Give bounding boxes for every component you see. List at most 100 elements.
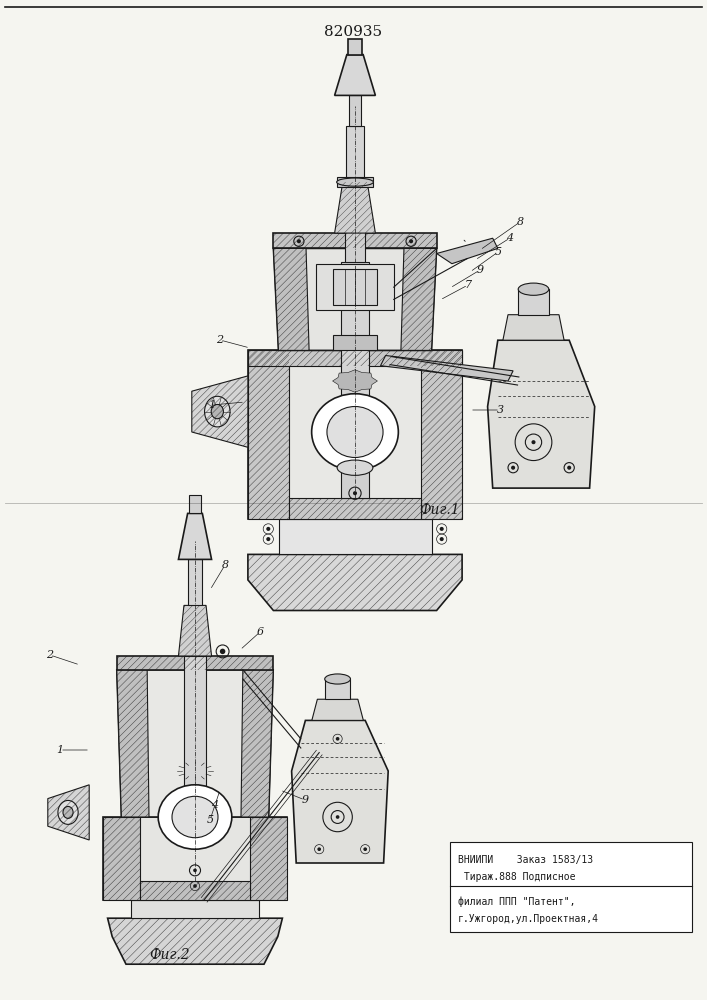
Polygon shape — [488, 340, 595, 488]
Polygon shape — [250, 817, 287, 900]
Polygon shape — [48, 785, 89, 840]
Polygon shape — [503, 315, 564, 340]
Circle shape — [532, 440, 535, 444]
Polygon shape — [380, 356, 513, 381]
Circle shape — [511, 466, 515, 470]
Bar — [349, 95, 361, 126]
Polygon shape — [248, 350, 462, 519]
Circle shape — [353, 491, 357, 495]
Circle shape — [267, 527, 270, 531]
Polygon shape — [248, 350, 288, 519]
Bar — [316, 264, 394, 310]
Text: 8: 8 — [516, 217, 524, 227]
Circle shape — [440, 527, 444, 531]
Text: 5: 5 — [494, 247, 501, 257]
Bar — [341, 262, 369, 445]
Text: 5: 5 — [206, 815, 214, 825]
Circle shape — [409, 239, 413, 243]
Ellipse shape — [172, 796, 218, 838]
Polygon shape — [332, 370, 378, 392]
Bar — [332, 269, 378, 304]
Polygon shape — [334, 182, 375, 233]
Polygon shape — [421, 350, 462, 519]
Polygon shape — [140, 881, 250, 900]
Circle shape — [297, 239, 301, 243]
Text: 6: 6 — [257, 627, 264, 637]
Circle shape — [267, 537, 270, 541]
Polygon shape — [131, 900, 259, 918]
Polygon shape — [107, 918, 282, 964]
Bar — [187, 559, 202, 605]
Circle shape — [193, 869, 197, 872]
Polygon shape — [291, 720, 388, 863]
Bar — [184, 656, 206, 817]
Polygon shape — [274, 248, 437, 350]
Ellipse shape — [158, 785, 232, 849]
Polygon shape — [279, 519, 431, 554]
Polygon shape — [192, 376, 248, 447]
Bar — [348, 39, 362, 55]
Text: 2: 2 — [216, 335, 223, 345]
Polygon shape — [312, 699, 363, 720]
Ellipse shape — [211, 404, 223, 419]
Text: 9: 9 — [301, 795, 308, 805]
Polygon shape — [178, 605, 211, 656]
Text: 9: 9 — [477, 265, 484, 275]
Polygon shape — [248, 350, 462, 366]
Polygon shape — [437, 238, 498, 264]
Ellipse shape — [63, 806, 73, 818]
Text: Фиг.2: Фиг.2 — [150, 948, 190, 962]
Polygon shape — [334, 55, 375, 95]
Polygon shape — [117, 670, 273, 817]
Ellipse shape — [204, 396, 230, 427]
Text: филиал ППП "Патент",: филиал ППП "Патент", — [458, 897, 575, 907]
Polygon shape — [103, 817, 140, 900]
Bar — [346, 126, 364, 177]
Bar — [337, 177, 373, 187]
Polygon shape — [117, 670, 149, 817]
Text: 7: 7 — [464, 280, 472, 290]
Bar — [189, 495, 201, 513]
Text: 1: 1 — [209, 400, 216, 410]
Polygon shape — [103, 817, 287, 900]
Text: 3: 3 — [496, 405, 503, 415]
Ellipse shape — [518, 283, 549, 295]
Text: 1: 1 — [57, 745, 64, 755]
Polygon shape — [288, 498, 421, 519]
Circle shape — [363, 847, 367, 851]
Bar — [341, 447, 369, 498]
Bar — [518, 289, 549, 315]
Text: 4: 4 — [211, 800, 218, 810]
Bar — [334, 445, 375, 458]
Ellipse shape — [337, 460, 373, 475]
Polygon shape — [274, 233, 437, 248]
Polygon shape — [274, 248, 309, 350]
Circle shape — [220, 649, 226, 654]
Polygon shape — [401, 248, 437, 350]
Text: Тираж.888 Подписное: Тираж.888 Подписное — [458, 872, 575, 882]
Polygon shape — [178, 513, 211, 559]
Ellipse shape — [325, 674, 351, 684]
Polygon shape — [248, 554, 462, 610]
Circle shape — [336, 737, 339, 741]
Polygon shape — [241, 670, 273, 817]
Ellipse shape — [337, 178, 373, 186]
Text: Фиг.1: Фиг.1 — [420, 503, 460, 517]
Bar — [345, 216, 366, 262]
Text: 8: 8 — [221, 560, 228, 570]
Text: 4: 4 — [506, 233, 513, 243]
Text: г.Ужгород,ул.Проектная,4: г.Ужгород,ул.Проектная,4 — [458, 914, 599, 924]
Bar — [450, 842, 692, 932]
Circle shape — [567, 466, 571, 470]
Text: 820935: 820935 — [324, 25, 382, 39]
Ellipse shape — [312, 394, 398, 470]
Bar — [332, 335, 378, 350]
Text: 2: 2 — [47, 650, 54, 660]
Circle shape — [317, 847, 321, 851]
Circle shape — [336, 815, 339, 819]
Ellipse shape — [327, 406, 383, 458]
Polygon shape — [117, 656, 273, 670]
Ellipse shape — [58, 800, 78, 824]
Circle shape — [193, 884, 197, 888]
Circle shape — [440, 537, 444, 541]
